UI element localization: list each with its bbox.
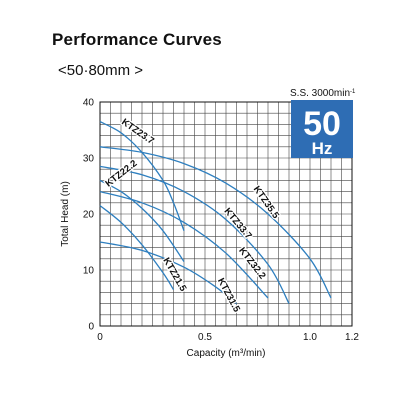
curve-label-ktz31-5: KTZ31.5 — [215, 276, 242, 314]
y-tick-label: 0 — [88, 322, 94, 333]
y-tick-label: 10 — [83, 266, 95, 277]
y-axis-label: Total Head (m) — [60, 181, 71, 247]
curve-group — [99, 121, 332, 305]
speed-label-text: S.S. 3000min-1 — [290, 88, 356, 99]
curve-label-ktz22-2: KTZ22.2 — [103, 158, 139, 189]
y-tick-label: 30 — [83, 154, 95, 165]
axis-ticks: 0 0.5 1.0 1.2 0 10 20 30 40 — [83, 98, 360, 344]
chart-subtitle: <50·80mm > — [58, 62, 144, 79]
x-axis-label: Capacity (m³/min) — [187, 348, 266, 359]
curve-ktz22-2 — [99, 179, 185, 262]
curve-ktz33-7 — [99, 165, 290, 304]
speed-label: S.S. 3000min-1 — [290, 88, 356, 99]
frequency-badge-box — [291, 100, 353, 158]
x-tick-label: 1.0 — [303, 332, 317, 343]
curve-ktz23-7 — [99, 121, 185, 232]
plot-frame — [99, 101, 353, 327]
y-tick-label: 40 — [83, 98, 95, 109]
y-tick-label: 20 — [83, 210, 95, 221]
curve-ktz21-5 — [99, 205, 175, 290]
curve-labels: KTZ23.7KTZ35.5KTZ33.7KTZ22.2KTZ32.2KTZ21… — [102, 115, 282, 316]
frequency-value: 50 — [303, 105, 341, 143]
curve-ktz35-5 — [99, 146, 332, 299]
x-tick-label: 0.5 — [198, 332, 212, 343]
curve-label-ktz32-2: KTZ32.2 — [236, 245, 267, 281]
speed-label-sup: -1 — [350, 89, 356, 95]
curve-ktz31-5 — [99, 241, 237, 305]
frequency-unit: Hz — [312, 139, 333, 158]
curve-ktz32-2 — [99, 190, 269, 299]
x-tick-label: 0 — [97, 332, 103, 343]
curve-label-ktz23-7: KTZ23.7 — [119, 117, 156, 147]
chart-title: Performance Curves — [52, 30, 222, 49]
speed-label-main: S.S. 3000min — [290, 88, 350, 99]
frequency-badge: 50 Hz — [291, 100, 353, 158]
x-tick-label: 1.2 — [345, 332, 359, 343]
